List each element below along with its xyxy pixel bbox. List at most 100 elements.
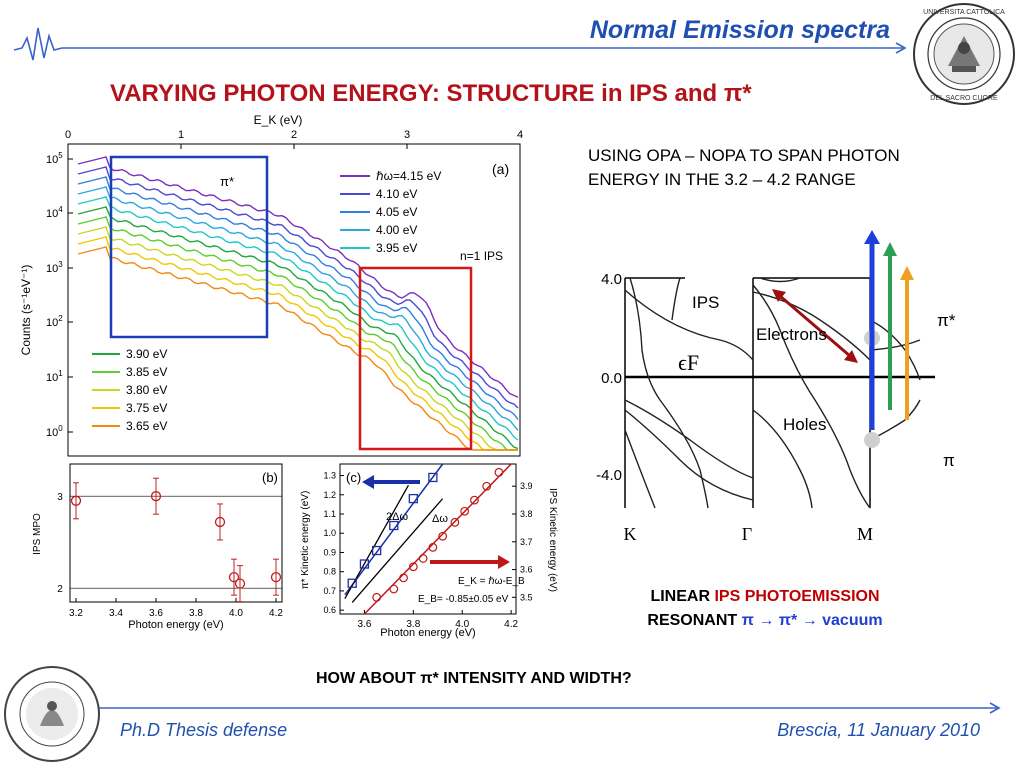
y-tick-label: 100 — [46, 424, 63, 439]
spectrum-curve — [77, 226, 518, 451]
data-point — [150, 491, 162, 502]
ips-highlight-box — [358, 266, 473, 451]
pi-star-point — [359, 559, 370, 569]
x-axis-label: E_K (eV) — [254, 113, 303, 127]
pi-star-point — [389, 520, 399, 531]
x-tick-label: 4 — [517, 129, 523, 141]
x-tick-label: 3.8 — [406, 619, 420, 630]
y-tick-label: 103 — [46, 260, 63, 275]
spectrum-curve — [77, 176, 519, 420]
pi-label: π — [943, 451, 955, 470]
spectrum-curve — [77, 166, 519, 409]
spectra-chart-a: 0 1 2 3 4 100 101 102 103 104 105 E_K (eV) Counts … — [20, 113, 523, 457]
x-tick-label: 3.2 — [69, 608, 83, 619]
plot-frame — [69, 463, 283, 603]
y-tick-0: 0.0 — [601, 370, 622, 387]
legend-label: 4.10 eV — [376, 187, 417, 201]
kinetic-chart-c: 3.6 3.8 4.0 4.2 0.6 0.7 0.8 0.9 1.0 1.1 1.2 1.3 3.5 3… — [300, 463, 558, 639]
data-point — [228, 572, 240, 583]
spectrum-curve — [77, 206, 519, 450]
legend-label: 4.05 eV — [376, 205, 417, 219]
svg-text:DEL SACRO CUORE: DEL SACRO CUORE — [930, 95, 998, 102]
pi-star-point — [408, 493, 418, 504]
green-arrow-head — [883, 242, 897, 256]
svg-text:UNIVERSITA CATTOLICA: UNIVERSITA CATTOLICA — [923, 9, 1005, 16]
ek-relation-label: E_K = ℏω-E_B — [458, 576, 525, 587]
x-tick-label: 3.8 — [189, 608, 203, 619]
ips-fit-line — [363, 463, 512, 615]
electron-arrow — [779, 294, 851, 358]
electron-arrow-head-2 — [844, 350, 858, 363]
x-tick-label: 0 — [65, 129, 71, 141]
band-axes — [624, 277, 935, 508]
x-tick-label: 2 — [291, 129, 297, 141]
y-tick-label-left: 0.6 — [323, 605, 336, 615]
y-tick-label: 105 — [46, 151, 63, 166]
two-delta-omega-label: 2Δω — [386, 511, 408, 523]
ips-point — [494, 467, 504, 477]
resonant-statement: RESONANT π → π* → vacuum — [600, 612, 930, 630]
footer-left-text: Ph.D Thesis defense — [120, 720, 288, 740]
legend-label: 3.80 eV — [126, 383, 167, 397]
y-tick-label-left: 1.2 — [323, 490, 336, 500]
x-tick-label: 3.4 — [109, 608, 123, 619]
data-point — [70, 495, 82, 506]
footer-arrow-head — [989, 702, 1001, 714]
legend-label: 3.90 eV — [126, 347, 167, 361]
ips-point — [450, 517, 460, 527]
y-tick-label-left: 1.0 — [323, 528, 336, 538]
ips-point — [389, 584, 399, 594]
x-axis-label: Photon energy (eV) — [128, 619, 223, 631]
x-tick-Gamma: Γ — [742, 524, 752, 544]
orange-arrow-head — [900, 266, 914, 280]
spectrum-curve — [77, 186, 519, 431]
legend-label: 4.00 eV — [376, 223, 417, 237]
header-arrow-head — [895, 42, 907, 54]
y-tick-label-right: 3.7 — [520, 537, 533, 547]
pi-star-point — [372, 545, 382, 556]
pi-marker-dot — [864, 432, 880, 448]
y-tick-minus4: -4.0 — [596, 467, 622, 484]
pi-star-point — [428, 472, 438, 483]
y-axis-label-right: IPS Kinetic energy (eV) — [547, 488, 558, 592]
y-tick-label-left: 1.1 — [323, 509, 336, 519]
fermi-label: ϵF — [678, 350, 699, 375]
y-tick-label-left: 0.8 — [323, 567, 336, 577]
header-title: Normal Emission spectra — [589, 16, 890, 44]
data-point — [270, 572, 282, 583]
x-tick-K: K — [624, 524, 637, 544]
panel-label: (a) — [492, 161, 509, 177]
ips-point — [470, 495, 479, 505]
spectrum-curve — [77, 246, 518, 451]
panel-label: (c) — [346, 470, 361, 485]
legend-label: ℏω=4.15 eV — [376, 169, 441, 183]
x-tick-label: 1 — [178, 129, 184, 141]
y-tick-4: 4.0 — [601, 271, 622, 288]
legend-label: 3.65 eV — [126, 419, 167, 433]
footer-right-text: Brescia, 11 January 2010 — [777, 720, 980, 740]
y-tick-label-right: 3.9 — [520, 481, 533, 491]
ips-point — [428, 542, 438, 552]
university-seal-logo: UNIVERSITA CATTOLICA DEL SACRO CUORE — [913, 3, 1015, 105]
ips-point — [460, 506, 470, 516]
ips-point — [482, 481, 492, 491]
y-tick-label-left: 0.7 — [323, 586, 336, 596]
pi-star-highlight-box — [109, 155, 269, 339]
pi-star-label: π* — [937, 311, 956, 330]
y-tick-label: 2 — [57, 584, 63, 595]
x-tick-label: 4.2 — [504, 619, 518, 630]
linear-prefix: LINEAR — [650, 588, 715, 605]
opa-note-line2: ENERGY IN THE 3.2 – 4.2 RANGE — [588, 170, 856, 189]
opa-note: USING OPA – NOPA TO SPAN PHOTON ENERGY I… — [588, 144, 998, 192]
slide-title: VARYING PHOTON ENERGY: STRUCTURE in IPS … — [110, 80, 752, 107]
blue-arrow-head — [362, 475, 374, 489]
ips-point — [408, 562, 418, 572]
x-tick-label: 4.0 — [455, 619, 469, 630]
red-arrow-head — [498, 555, 510, 569]
header-decoration — [13, 27, 907, 61]
holes-label: Holes — [783, 415, 826, 434]
x-tick-label: 4.0 — [229, 608, 243, 619]
blue-arrow-head — [864, 230, 880, 244]
pi-star-point — [347, 578, 357, 588]
eb-value-label: E_B= -0.85±0.05 eV — [418, 594, 509, 605]
